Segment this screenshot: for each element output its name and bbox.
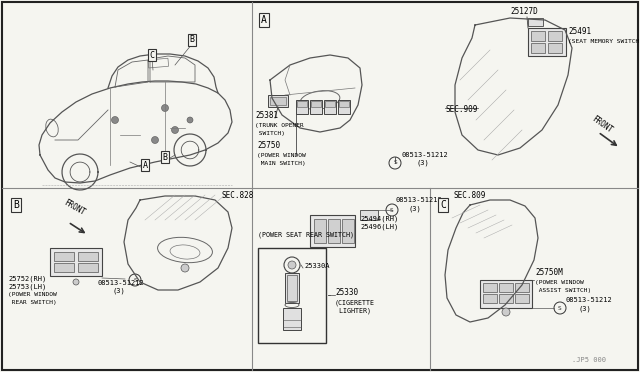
Circle shape	[288, 261, 296, 269]
Bar	[296, 100, 308, 114]
Bar	[531, 31, 545, 41]
Circle shape	[187, 117, 193, 123]
Bar	[54, 252, 74, 261]
Bar	[324, 100, 336, 114]
Bar	[283, 308, 301, 330]
Text: (3): (3)	[409, 205, 422, 212]
Text: ASSIST SWITCH): ASSIST SWITCH)	[535, 288, 591, 293]
Text: (POWER WINDOW: (POWER WINDOW	[535, 280, 584, 285]
Text: 08513-51212: 08513-51212	[98, 280, 145, 286]
Text: B: B	[13, 200, 19, 210]
Bar	[531, 43, 545, 53]
Text: SEC.828: SEC.828	[222, 191, 254, 200]
Circle shape	[181, 264, 189, 272]
Bar	[314, 219, 326, 243]
Bar	[528, 18, 543, 26]
Bar	[360, 210, 378, 220]
Bar	[325, 101, 335, 107]
Bar	[310, 215, 355, 247]
Bar	[310, 100, 322, 114]
Bar	[268, 95, 288, 107]
Circle shape	[152, 137, 159, 144]
Bar	[78, 263, 98, 272]
Text: SWITCH): SWITCH)	[255, 131, 285, 136]
Circle shape	[386, 204, 398, 216]
Text: A: A	[261, 15, 267, 25]
Bar	[548, 43, 562, 53]
Text: C: C	[440, 200, 446, 210]
Text: (3): (3)	[112, 288, 125, 295]
Bar	[515, 283, 529, 292]
Bar	[528, 28, 566, 56]
Bar	[78, 252, 98, 261]
Text: B: B	[189, 35, 195, 45]
Text: 25750M: 25750M	[535, 268, 563, 277]
Circle shape	[389, 157, 401, 169]
Text: 25381: 25381	[255, 111, 278, 120]
Circle shape	[502, 308, 510, 316]
Bar	[270, 97, 286, 105]
Text: 25752(RH): 25752(RH)	[8, 275, 46, 282]
Text: S: S	[133, 278, 137, 282]
Text: (CIGERETTE: (CIGERETTE	[335, 299, 375, 305]
Text: (TRUNK OPENER: (TRUNK OPENER	[255, 123, 304, 128]
Text: SEC.909: SEC.909	[445, 105, 477, 114]
Text: (POWER WINDOW: (POWER WINDOW	[257, 153, 306, 158]
Text: 25330: 25330	[335, 288, 358, 297]
Text: 25753(LH): 25753(LH)	[8, 283, 46, 289]
Text: A: A	[143, 160, 147, 170]
Bar	[339, 101, 349, 107]
Circle shape	[161, 105, 168, 112]
Text: C: C	[150, 51, 154, 60]
Text: (POWER SEAT REAR SWITCH): (POWER SEAT REAR SWITCH)	[258, 232, 354, 238]
Circle shape	[73, 279, 79, 285]
Bar	[338, 100, 350, 114]
Text: 25330A: 25330A	[304, 263, 330, 269]
Bar	[148, 58, 168, 68]
Text: SEC.809: SEC.809	[453, 191, 485, 200]
Text: 25494(RH): 25494(RH)	[360, 215, 398, 221]
Bar	[483, 283, 497, 292]
Circle shape	[554, 302, 566, 314]
Text: (3): (3)	[416, 160, 429, 167]
Text: MAIN SWITCH): MAIN SWITCH)	[257, 161, 306, 166]
Text: S: S	[558, 305, 562, 311]
Text: FRONT: FRONT	[62, 198, 86, 217]
Text: 25127D: 25127D	[510, 7, 538, 16]
Bar	[480, 280, 532, 308]
Bar	[285, 273, 299, 303]
Text: 25496(LH): 25496(LH)	[360, 223, 398, 230]
Text: B: B	[163, 153, 168, 161]
Bar	[287, 275, 297, 301]
Circle shape	[129, 274, 141, 286]
Text: REAR SWITCH): REAR SWITCH)	[8, 300, 57, 305]
Bar	[515, 294, 529, 303]
Bar	[499, 294, 513, 303]
Text: 25750: 25750	[257, 141, 280, 150]
Text: S: S	[393, 160, 397, 166]
Text: .JP5 000: .JP5 000	[572, 357, 606, 363]
Text: (POWER WINDOW: (POWER WINDOW	[8, 292, 57, 297]
Bar	[311, 101, 321, 107]
Text: 08513-51212: 08513-51212	[395, 197, 442, 203]
Circle shape	[172, 126, 179, 134]
Bar	[297, 101, 307, 107]
Bar	[50, 248, 102, 276]
Bar	[342, 219, 354, 243]
Bar	[548, 31, 562, 41]
Text: S: S	[390, 208, 394, 212]
Circle shape	[111, 116, 118, 124]
Text: 25491: 25491	[568, 27, 591, 36]
Text: (3): (3)	[579, 305, 592, 311]
Bar	[258, 248, 326, 343]
Bar	[328, 219, 340, 243]
Bar	[499, 283, 513, 292]
Bar	[483, 294, 497, 303]
Text: (SEAT MEMORY SWITCH): (SEAT MEMORY SWITCH)	[568, 39, 640, 44]
Bar	[54, 263, 74, 272]
Text: 08513-51212: 08513-51212	[402, 152, 449, 158]
Text: FRONT: FRONT	[590, 115, 614, 135]
Text: LIGHTER): LIGHTER)	[335, 307, 371, 314]
Text: 08513-51212: 08513-51212	[565, 297, 612, 303]
